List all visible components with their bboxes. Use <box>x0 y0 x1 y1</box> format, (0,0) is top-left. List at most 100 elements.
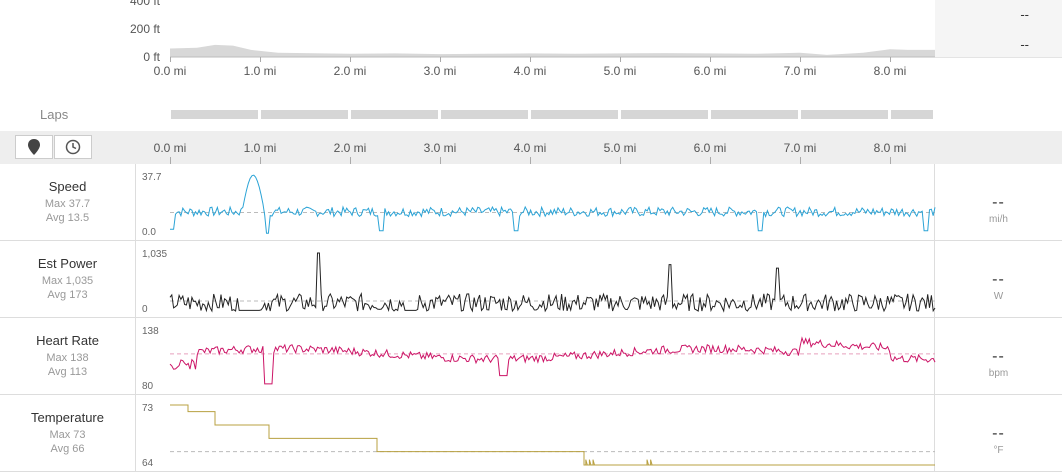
metric-series-svg <box>170 174 936 234</box>
metric-plot-speed[interactable] <box>135 164 935 240</box>
metric-max: Max 37.7 <box>44 198 91 210</box>
metric-ytick-top: 138 <box>142 326 159 337</box>
elevation-xtick-mark <box>800 57 801 62</box>
metric-row-speed: Speed Max 37.7 Avg 13.5 37.7 0.0 -- mi/h <box>0 164 1062 241</box>
elevation-xtick-label: 5.0 mi <box>603 64 637 78</box>
metric-max: Max 1,035 <box>41 275 94 287</box>
metric-ytick-bottom: 80 <box>142 381 154 392</box>
metric-ytick-bottom: 0.0 <box>142 227 156 238</box>
toolbar-xtick-mark <box>440 157 441 164</box>
elevation-ytick: 200 ft <box>129 22 160 36</box>
metric-label: Speed Max 37.7 Avg 13.5 <box>0 164 135 224</box>
elevation-chart[interactable] <box>170 0 935 60</box>
elevation-side-value: -- <box>935 0 1062 31</box>
metric-value: -- <box>992 271 1005 288</box>
elevation-ytick: 0 ft <box>143 50 160 64</box>
elevation-xtick-mark <box>710 57 711 62</box>
lap-segment[interactable] <box>711 110 798 119</box>
lap-segment[interactable] <box>621 110 708 119</box>
elevation-area <box>170 44 935 57</box>
lap-segment[interactable] <box>171 110 258 119</box>
elevation-xtick-label: 0.0 mi <box>153 64 187 78</box>
elevation-xtick-mark <box>620 57 621 62</box>
elevation-xtick-label: 8.0 mi <box>873 64 907 78</box>
lap-segment[interactable] <box>261 110 348 119</box>
toolbar-xtick-label: 8.0 mi <box>873 141 907 155</box>
metric-title: Heart Rate <box>36 333 99 348</box>
metric-avg: Avg 113 <box>47 366 88 378</box>
metric-avg: Avg 66 <box>50 443 85 455</box>
elevation-xtick-mark <box>530 57 531 62</box>
toolbar-xtick-mark <box>260 157 261 164</box>
metric-line-speed <box>170 174 936 234</box>
elevation-side-value: -- <box>935 30 1062 58</box>
toolbar-xtick-label: 4.0 mi <box>513 141 547 155</box>
metric-series-svg <box>170 404 935 466</box>
toolbar-xtick-mark <box>890 157 891 164</box>
metric-line-heartrate <box>169 336 936 385</box>
metric-unit: mi/h <box>989 214 1008 225</box>
toolbar-xtick-label: 0.0 mi <box>153 141 187 155</box>
toolbar-xtick-label: 5.0 mi <box>603 141 637 155</box>
metric-avg: Avg 173 <box>47 289 88 301</box>
metric-label: Est Power Max 1,035 Avg 173 <box>0 241 135 301</box>
metric-plot-power[interactable] <box>135 241 935 317</box>
elevation-ytick: 400 ft <box>129 0 160 8</box>
metric-line-temperature <box>170 404 935 466</box>
toolbar-xtick-label: 1.0 mi <box>243 141 277 155</box>
metric-title: Speed <box>48 179 87 194</box>
elevation-xtick-mark <box>890 57 891 62</box>
metric-max: Max 138 <box>46 352 89 364</box>
metric-ytick-top: 1,035 <box>142 249 168 260</box>
lap-segment[interactable] <box>801 110 888 119</box>
metric-ytick-bottom: 64 <box>142 458 154 469</box>
metric-value: -- <box>992 425 1005 442</box>
metric-row-power: Est Power Max 1,035 Avg 173 1,035 0 -- W <box>0 241 1062 318</box>
metric-value: -- <box>992 348 1005 365</box>
metric-row-temperature: Temperature Max 73 Avg 66 73 64 -- °F <box>0 395 1062 472</box>
metric-current-value: -- bpm <box>935 318 1062 394</box>
elevation-xtick-label: 3.0 mi <box>423 64 457 78</box>
lap-segment[interactable] <box>441 110 528 119</box>
elevation-xtick-label: 2.0 mi <box>333 64 367 78</box>
metric-ytick-top: 37.7 <box>142 172 162 183</box>
metric-unit: W <box>993 291 1004 302</box>
map-pin-icon <box>28 139 40 155</box>
distance-mode-button[interactable] <box>15 135 53 159</box>
metric-row-heartrate: Heart Rate Max 138 Avg 113 138 80 -- bpm <box>0 318 1062 395</box>
toolbar-xtick-mark <box>800 157 801 164</box>
metric-plot-heartrate[interactable] <box>135 318 935 394</box>
lap-segment[interactable] <box>891 110 933 119</box>
metric-unit: bpm <box>988 368 1009 379</box>
toolbar-xtick-label: 3.0 mi <box>423 141 457 155</box>
metric-plot-temperature[interactable] <box>135 395 935 471</box>
metric-series-svg <box>169 252 936 313</box>
elevation-xtick-label: 6.0 mi <box>693 64 727 78</box>
clock-icon <box>65 139 81 155</box>
elevation-xtick-mark <box>440 57 441 62</box>
elevation-xtick-label: 4.0 mi <box>513 64 547 78</box>
time-mode-button[interactable] <box>54 135 92 159</box>
elevation-xtick-mark <box>170 57 171 62</box>
metric-unit: °F <box>993 445 1004 456</box>
toolbar-xtick-label: 7.0 mi <box>783 141 817 155</box>
metric-ytick-bottom: 0 <box>142 304 148 315</box>
lap-segment[interactable] <box>531 110 618 119</box>
elevation-xtick-label: 7.0 mi <box>783 64 817 78</box>
chart-toolbar: 0.0 mi 1.0 mi 2.0 mi 3.0 mi 4.0 mi 5.0 mi 6.0 … <box>0 131 1062 164</box>
metric-current-value: -- mi/h <box>935 164 1062 240</box>
metric-max: Max 73 <box>49 429 86 441</box>
toolbar-xtick-label: 2.0 mi <box>333 141 367 155</box>
metric-current-value: -- °F <box>935 395 1062 471</box>
metric-series-svg <box>169 336 936 385</box>
metric-label: Heart Rate Max 138 Avg 113 <box>0 318 135 378</box>
metric-avg: Avg 13.5 <box>45 212 90 224</box>
laps-label: Laps <box>40 107 69 122</box>
lap-segment[interactable] <box>351 110 438 119</box>
toolbar-xtick-label: 6.0 mi <box>693 141 727 155</box>
metric-ytick-top: 73 <box>142 403 154 414</box>
toolbar-xtick-mark <box>620 157 621 164</box>
elevation-xtick-label: 1.0 mi <box>243 64 277 78</box>
metric-title: Est Power <box>37 256 98 271</box>
metric-current-value: -- W <box>935 241 1062 317</box>
